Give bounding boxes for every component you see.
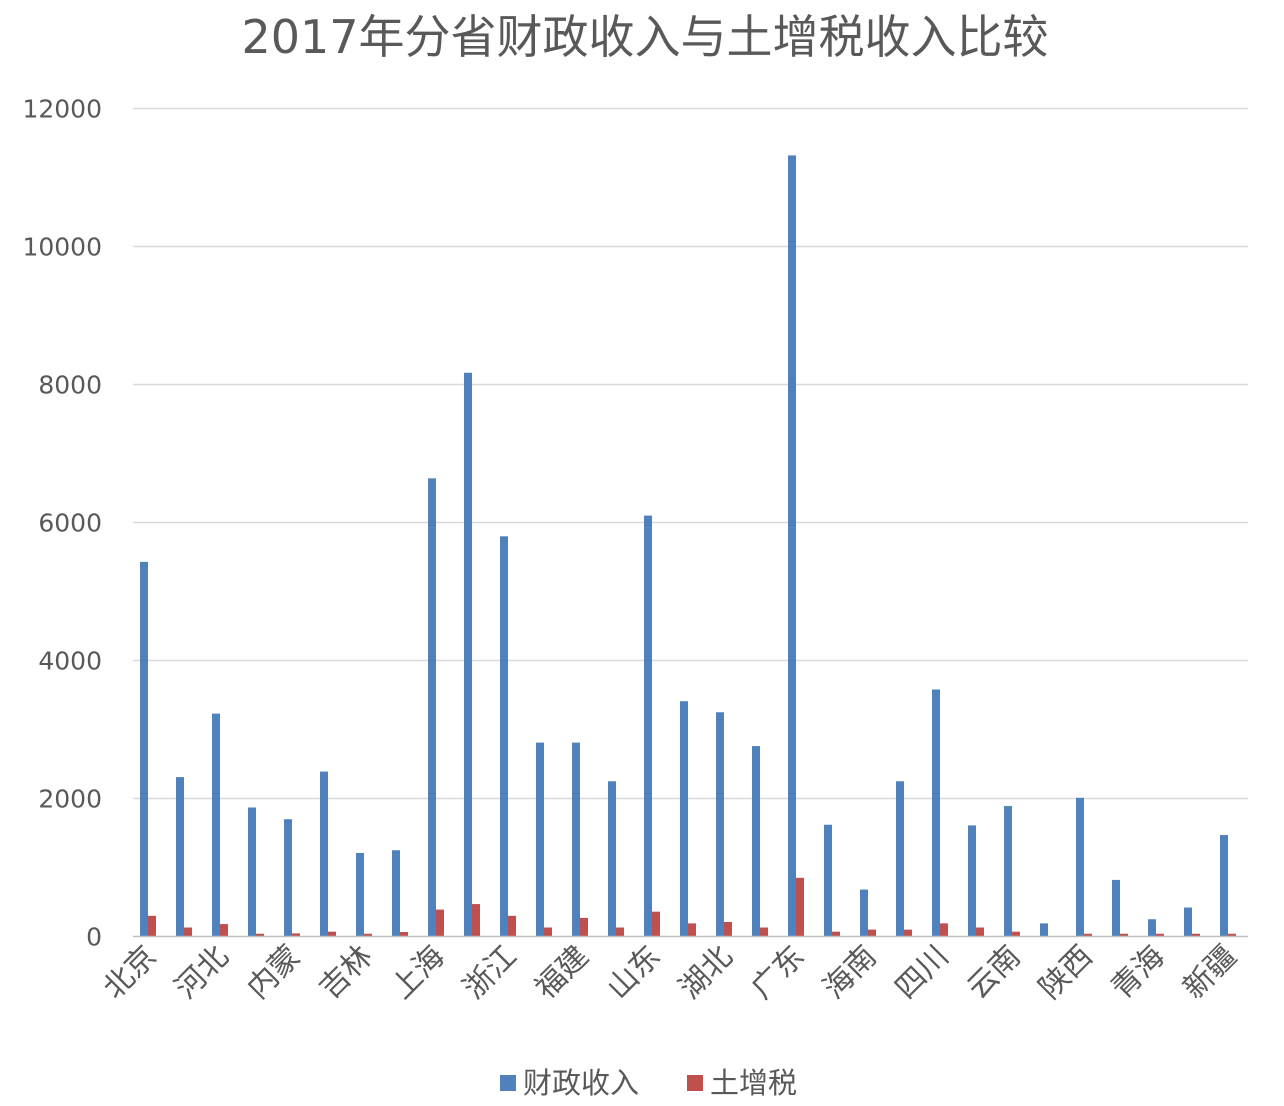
bar-land-tax-9 (472, 904, 480, 937)
bar-fiscal-revenue-6 (356, 853, 364, 937)
bar-fiscal-revenue-11 (536, 742, 544, 937)
bar-fiscal-revenue-15 (680, 701, 688, 937)
bar-land-tax-11 (544, 927, 552, 937)
bar-fiscal-revenue-5 (320, 771, 328, 937)
bar-land-tax-24 (1012, 931, 1020, 937)
bar-land-tax-17 (760, 927, 768, 937)
chart-title: 2017年分省财政收入与土增税收入比较 (241, 10, 1048, 64)
bar-land-tax-10 (508, 915, 516, 937)
x-tick-label: 新疆 (1176, 939, 1243, 1006)
gridlines (133, 107, 1248, 800)
bar-fiscal-revenue-19 (824, 824, 832, 937)
bar-fiscal-revenue-28 (1148, 919, 1156, 937)
bar-land-tax-4 (292, 933, 300, 937)
y-tick-label: 8000 (38, 371, 102, 400)
x-axis-ticks: 北京 河北 内蒙 吉林 上海 浙江 福建 山东 湖北 广东 海南 四川 云南 陕西 青海 新疆 (96, 939, 1243, 1006)
bar-land-tax-21 (904, 929, 912, 937)
x-tick-label: 云南 (960, 939, 1027, 1006)
x-tick-label: 陕西 (1032, 939, 1099, 1006)
bar-land-tax-7 (400, 932, 408, 937)
bar-land-tax-28 (1156, 933, 1164, 937)
bar-fiscal-revenue-18 (788, 155, 796, 937)
bar-land-tax-19 (832, 931, 840, 937)
x-tick-label: 北京 (96, 939, 163, 1006)
bar-land-tax-30 (1228, 933, 1236, 937)
legend: 财政收入 土增税 (500, 1066, 797, 1100)
x-tick-label: 浙江 (456, 939, 523, 1006)
bar-fiscal-revenue-2 (212, 713, 220, 937)
bar-fiscal-revenue-7 (392, 850, 400, 937)
bar-fiscal-revenue-13 (608, 781, 616, 937)
bar-fiscal-revenue-0 (140, 561, 148, 937)
y-tick-label: 0 (86, 923, 102, 952)
bar-land-tax-3 (256, 933, 264, 937)
bar-fiscal-revenue-3 (248, 807, 256, 937)
bar-land-tax-13 (616, 927, 624, 937)
x-tick-label: 广东 (744, 939, 811, 1006)
bar-fiscal-revenue-27 (1112, 879, 1120, 937)
x-tick-label: 四川 (888, 939, 955, 1006)
bar-land-tax-15 (688, 923, 696, 937)
bar-fiscal-revenue-22 (932, 689, 940, 937)
x-tick-label: 内蒙 (240, 939, 307, 1006)
bar-fiscal-revenue-10 (500, 536, 508, 937)
bar-fiscal-revenue-25 (1040, 923, 1048, 937)
bar-land-tax-2 (220, 924, 228, 937)
bar-fiscal-revenue-26 (1076, 797, 1084, 937)
bar-fiscal-revenue-1 (176, 777, 184, 937)
bar-land-tax-20 (868, 929, 876, 937)
bar-land-tax-23 (976, 927, 984, 937)
legend-fiscal-revenue-label: 财政收入 (523, 1066, 639, 1100)
x-tick-label: 河北 (168, 939, 235, 1006)
y-tick-label: 12000 (22, 95, 102, 124)
bar-fiscal-revenue-20 (860, 889, 868, 937)
bar-land-tax-16 (724, 922, 732, 937)
x-tick-label: 湖北 (672, 939, 739, 1006)
bar-fiscal-revenue-4 (284, 819, 292, 937)
x-tick-label: 福建 (528, 939, 595, 1006)
y-tick-label: 2000 (38, 785, 102, 814)
bar-land-tax-6 (364, 933, 372, 937)
y-tick-label: 10000 (22, 233, 102, 262)
x-tick-label: 上海 (384, 939, 451, 1006)
y-tick-label: 4000 (38, 647, 102, 676)
bar-fiscal-revenue-30 (1220, 835, 1228, 937)
x-tick-label: 海南 (816, 939, 883, 1006)
bar-land-tax-22 (940, 923, 948, 937)
x-tick-label: 青海 (1104, 939, 1171, 1006)
bars (140, 155, 1236, 937)
bar-land-tax-26 (1084, 933, 1092, 937)
legend-land-tax-swatch (687, 1075, 703, 1091)
bar-fiscal-revenue-17 (752, 746, 760, 937)
bar-land-tax-14 (652, 911, 660, 937)
bar-fiscal-revenue-29 (1184, 907, 1192, 937)
bar-land-tax-5 (328, 931, 336, 937)
x-tick-label: 吉林 (312, 939, 379, 1006)
bar-fiscal-revenue-23 (968, 825, 976, 937)
bar-fiscal-revenue-12 (572, 742, 580, 937)
bar-land-tax-18 (796, 877, 804, 937)
y-tick-label: 6000 (38, 509, 102, 538)
x-tick-label: 山东 (600, 939, 667, 1006)
bar-fiscal-revenue-24 (1004, 806, 1012, 937)
bar-land-tax-29 (1192, 933, 1200, 937)
legend-fiscal-revenue-swatch (500, 1075, 516, 1091)
bar-land-tax-1 (184, 927, 192, 937)
legend-land-tax-label: 土增税 (710, 1066, 797, 1100)
bar-land-tax-0 (148, 915, 156, 937)
bar-land-tax-12 (580, 917, 588, 937)
bar-fiscal-revenue-9 (464, 372, 472, 937)
bar-fiscal-revenue-8 (428, 478, 436, 937)
bar-fiscal-revenue-14 (644, 515, 652, 937)
bar-land-tax-27 (1120, 933, 1128, 937)
bar-fiscal-revenue-16 (716, 712, 724, 937)
bar-land-tax-8 (436, 909, 444, 937)
bar-fiscal-revenue-21 (896, 781, 904, 937)
y-axis-ticks: 0 2000 4000 6000 8000 10000 12000 (22, 95, 102, 952)
